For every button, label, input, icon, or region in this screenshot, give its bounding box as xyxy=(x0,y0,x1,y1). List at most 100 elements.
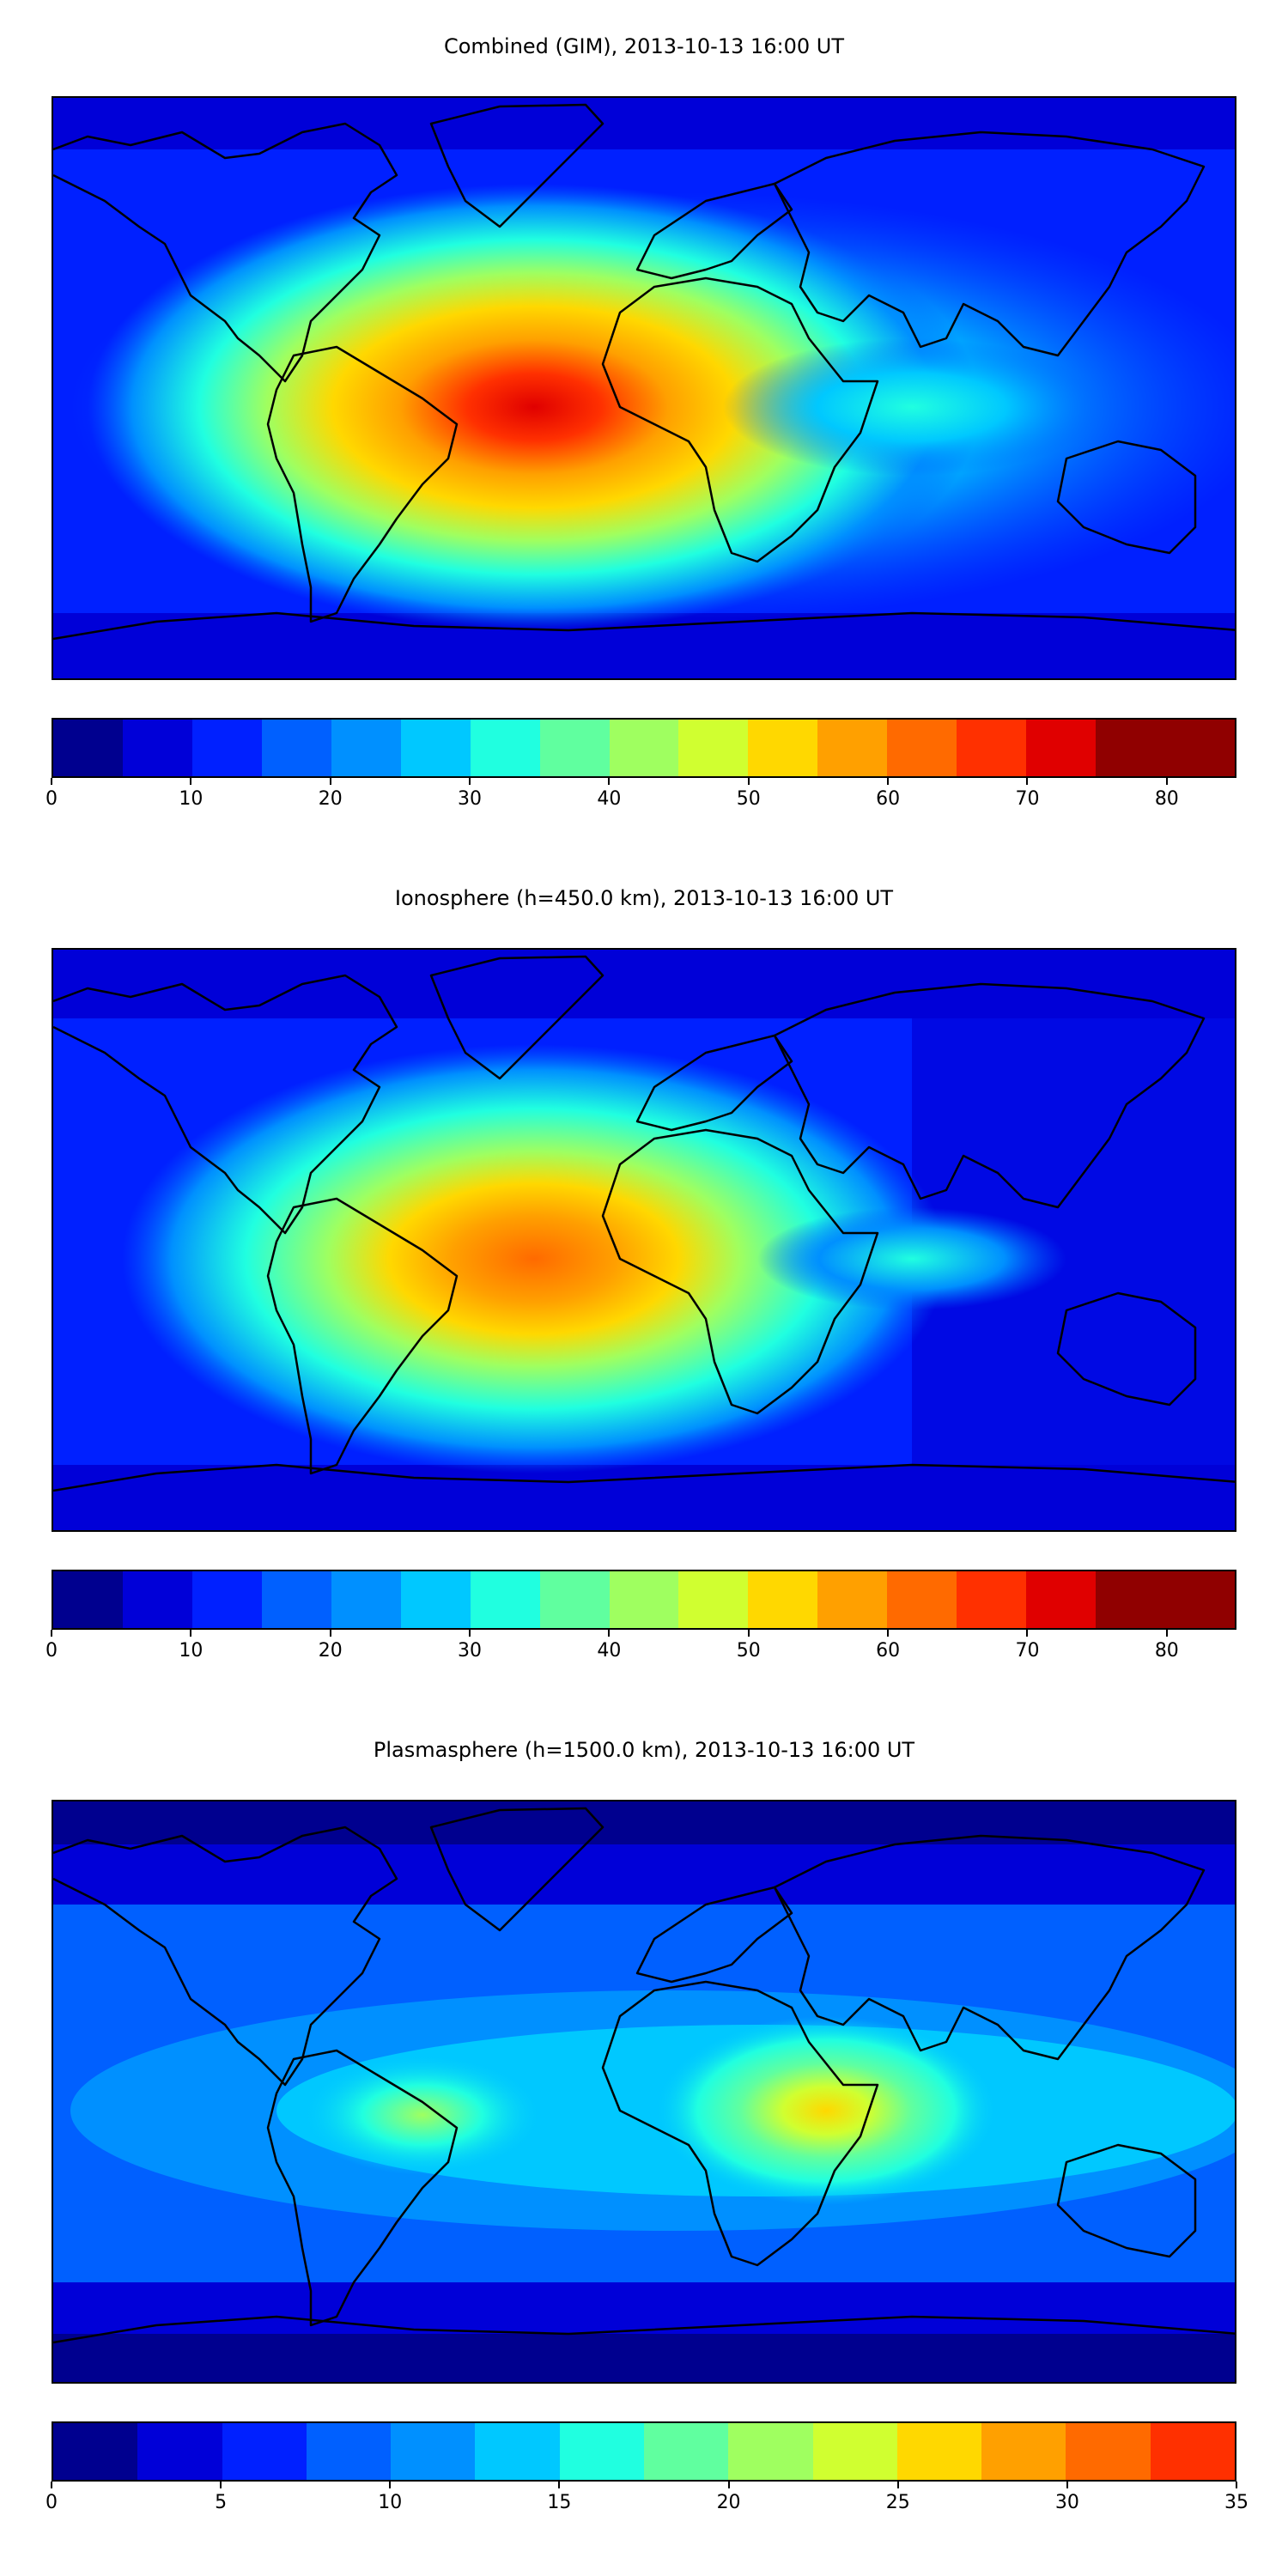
tick-label: 0 xyxy=(46,788,58,810)
colorbar-segment xyxy=(609,1571,679,1628)
tick-mark xyxy=(1026,1630,1029,1637)
contour-map-plasmasphere xyxy=(53,1801,1235,2382)
tick-mark xyxy=(747,1630,750,1637)
colorbar-segment xyxy=(896,2423,982,2480)
tick-mark xyxy=(190,1630,192,1637)
map-ionosphere xyxy=(52,948,1236,1532)
tick-mark xyxy=(1236,2482,1237,2488)
panel-title-ionosphere: Ionosphere (h=450.0 km), 2013-10-13 16:0… xyxy=(394,886,894,910)
tick-label: 5 xyxy=(215,2492,228,2513)
colorbar-segment xyxy=(678,1571,749,1628)
colorbar-segment xyxy=(957,1571,1027,1628)
colorbar-segment xyxy=(391,2423,476,2480)
panel-title-combined: Combined (GIM), 2013-10-13 16:00 UT xyxy=(443,34,845,58)
colorbar-segment xyxy=(261,1571,331,1628)
colorbar-segment xyxy=(331,720,401,776)
tick-label: 70 xyxy=(1015,1640,1040,1662)
colorbar-segment xyxy=(817,1571,888,1628)
tick-label: 50 xyxy=(736,788,761,810)
tick-mark xyxy=(1165,778,1168,785)
tick-mark xyxy=(469,778,471,785)
colorbar-segment xyxy=(981,2423,1066,2480)
tick-label: 35 xyxy=(1224,2492,1249,2513)
colorbar-segment xyxy=(53,720,123,776)
tick-mark xyxy=(51,778,52,785)
colorbar-ticks-ionosphere: 0 10 20 30 40 50 60 70 80 xyxy=(46,1630,1236,1664)
tick-label: 30 xyxy=(458,1640,483,1662)
colorbar-segment xyxy=(539,1571,610,1628)
tick-mark xyxy=(896,2482,899,2488)
colorbar-segment xyxy=(1026,1571,1097,1628)
panel-title-plasmasphere: Plasmasphere (h=1500.0 km), 2013-10-13 1… xyxy=(373,1738,915,1762)
tick-mark xyxy=(1066,2482,1068,2488)
tick-label: 0 xyxy=(46,1640,58,1662)
colorbar-segment xyxy=(728,2423,813,2480)
colorbar-segment xyxy=(331,1571,401,1628)
colorbar-segment xyxy=(678,720,749,776)
colorbar-segment xyxy=(539,720,610,776)
colorbar-segment xyxy=(812,2423,897,2480)
tick-mark xyxy=(190,778,192,785)
tick-label: 20 xyxy=(318,788,343,810)
tick-label: 15 xyxy=(547,2492,572,2513)
tick-label: 20 xyxy=(716,2492,741,2513)
tick-mark xyxy=(727,2482,730,2488)
colorbar-segment xyxy=(306,2423,392,2480)
tick-mark xyxy=(608,1630,611,1637)
colorbar-plasmasphere xyxy=(52,2421,1236,2482)
colorbar-segment xyxy=(475,2423,560,2480)
tick-mark xyxy=(747,778,750,785)
tick-mark xyxy=(558,2482,561,2488)
colorbar-segment xyxy=(1026,720,1097,776)
colorbar-ionosphere xyxy=(52,1570,1236,1630)
colorbar-segment xyxy=(53,2423,138,2480)
tick-label: 70 xyxy=(1015,788,1040,810)
tick-mark xyxy=(389,2482,392,2488)
colorbar-segment xyxy=(1165,1571,1235,1628)
tick-label: 60 xyxy=(876,1640,901,1662)
tick-label: 30 xyxy=(1054,2492,1079,2513)
contour-map-ionosphere xyxy=(53,950,1235,1530)
tick-label: 40 xyxy=(597,1640,622,1662)
tick-mark xyxy=(1026,778,1029,785)
colorbar-segment xyxy=(400,1571,471,1628)
tick-label: 50 xyxy=(736,1640,761,1662)
tick-label: 80 xyxy=(1154,788,1179,810)
colorbar-segment xyxy=(748,720,818,776)
colorbar-segment xyxy=(261,720,331,776)
tick-mark xyxy=(608,778,611,785)
colorbar-segment xyxy=(609,720,679,776)
tick-mark xyxy=(51,2482,52,2488)
tick-label: 40 xyxy=(597,788,622,810)
colorbar-segment xyxy=(137,2423,222,2480)
map-combined xyxy=(52,96,1236,680)
colorbar-segment xyxy=(643,2423,729,2480)
map-plasmasphere xyxy=(52,1800,1236,2384)
tick-label: 60 xyxy=(876,788,901,810)
colorbar-segment xyxy=(400,720,471,776)
tick-label: 10 xyxy=(179,788,204,810)
colorbar-segment xyxy=(191,720,262,776)
tick-mark xyxy=(220,2482,222,2488)
colorbar-segment xyxy=(1165,720,1235,776)
colorbar-combined xyxy=(52,718,1236,778)
colorbar-segment xyxy=(887,1571,957,1628)
tick-mark xyxy=(887,1630,890,1637)
colorbar-segment xyxy=(1066,2423,1151,2480)
colorbar-segment xyxy=(957,720,1027,776)
colorbar-segment xyxy=(122,1571,192,1628)
colorbar-ticks-plasmasphere: 0 5 10 15 20 25 30 35 xyxy=(46,2482,1249,2516)
colorbar-segment xyxy=(559,2423,644,2480)
colorbar-segment xyxy=(53,1571,123,1628)
tick-label: 80 xyxy=(1154,1640,1179,1662)
tick-mark xyxy=(1165,1630,1168,1637)
colorbar-ticks-combined: 0 10 20 30 40 50 60 70 80 xyxy=(46,778,1236,812)
colorbar-segment xyxy=(222,2423,307,2480)
tick-mark xyxy=(887,778,890,785)
colorbar-segment xyxy=(470,1571,540,1628)
colorbar-segment xyxy=(1096,1571,1165,1628)
tick-label: 30 xyxy=(458,788,483,810)
tick-label: 10 xyxy=(378,2492,403,2513)
colorbar-segment xyxy=(817,720,888,776)
colorbar-segment xyxy=(1096,720,1165,776)
